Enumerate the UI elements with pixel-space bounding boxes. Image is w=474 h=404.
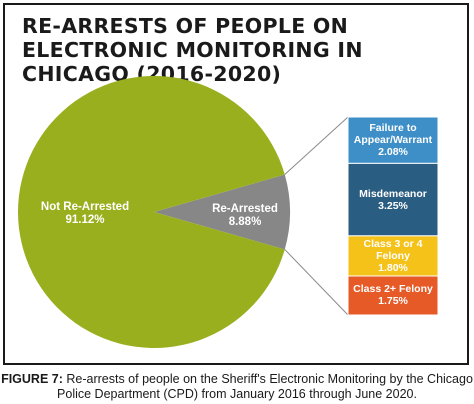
pie-label-name: Re-Arrested [212,203,278,215]
bar-label-name: Class 2+ Felony [353,283,433,296]
pie-slice-not-re-arrested [18,76,285,348]
bar-label-class-2-felony: Class 2+ Felony 1.75% [348,276,438,315]
chart-title: RE-ARRESTS OF PEOPLE ON ELECTRONIC MONIT… [22,14,363,86]
bar-label-value: 1.75% [378,295,408,308]
bar-segment-class-2-felony [347,275,439,316]
bar-label-value: 2.08% [378,146,408,159]
bar-label-misdemeanor: Misdemeanor 3.25% [348,163,438,235]
connector-line-bottom [284,249,349,316]
pie-label-value: 91.12% [65,214,105,226]
caption-text: Re-arrests of people on the Sheriff's El… [57,372,473,401]
bar-label-name: Misdemeanor [359,187,427,200]
pie-label-value: 8.88% [228,216,262,228]
bar-segment-class-3-or-4-felony [347,235,439,277]
bar-label-name: Failure to Appear/Warrant [353,122,433,147]
caption-lead: FIGURE 7: [1,372,63,386]
bar-segment-failure-to-appear-warrant [347,116,439,164]
connector-line-top [284,116,349,175]
bar-segment-misdemeanor [347,162,439,237]
bar-label-failure-to-appear-warrant: Failure to Appear/Warrant 2.08% [348,117,438,163]
pie-chart [18,76,290,348]
connector-lines [284,116,349,316]
figure-caption: FIGURE 7: Re-arrests of people on the Sh… [0,372,474,402]
pie-label-re-arrested: Re-Arrested 8.88% [205,203,285,229]
pie-label-not-re-arrested: Not Re-Arrested 91.12% [30,201,140,227]
pie-slice-re-arrested [154,174,290,250]
bar-label-class-3-or-4-felony: Class 3 or 4 Felony 1.80% [348,236,438,276]
breakdown-bar [347,116,439,316]
bar-label-value: 1.80% [378,261,408,274]
bar-label-value: 3.25% [378,199,408,212]
pie-label-name: Not Re-Arrested [40,201,130,213]
bar-label-name: Class 3 or 4 Felony [363,237,423,262]
